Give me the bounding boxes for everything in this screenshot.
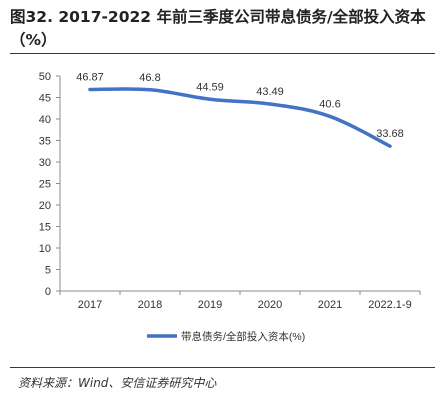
chart-title: 图32. 2017-2022 年前三季度公司带息债务/全部投入资本（%） bbox=[10, 8, 426, 49]
y-tick-label: 40 bbox=[39, 114, 51, 126]
x-tick-label: 2021 bbox=[318, 299, 342, 311]
x-tick-label: 2019 bbox=[198, 299, 222, 311]
x-tick-label: 2017 bbox=[78, 299, 102, 311]
y-tick-label: 50 bbox=[39, 71, 51, 83]
legend: 带息债务/全部投入资本(%) bbox=[147, 330, 305, 343]
data-label: 33.68 bbox=[376, 128, 404, 140]
data-labels: 46.87 46.8 44.59 43.49 40.6 33.68 bbox=[76, 71, 404, 140]
y-tick-label: 0 bbox=[45, 286, 51, 298]
series-group bbox=[88, 87, 392, 148]
y-tick-label: 15 bbox=[39, 222, 51, 234]
y-tick-label: 25 bbox=[39, 179, 51, 191]
source-divider bbox=[10, 367, 435, 368]
y-tick-label: 45 bbox=[39, 93, 51, 105]
title-divider bbox=[10, 53, 435, 54]
data-label: 46.8 bbox=[139, 72, 160, 84]
source-note: 资料来源：Wind、安信证券研究中心 bbox=[18, 376, 217, 390]
data-label: 46.87 bbox=[76, 71, 104, 83]
y-tick-label: 10 bbox=[39, 243, 51, 255]
y-tick-label: 35 bbox=[39, 136, 51, 148]
data-label: 43.49 bbox=[256, 86, 284, 98]
x-tick-label: 2022.1-9 bbox=[368, 299, 411, 311]
line-chart: 0 5 10 15 20 25 30 35 40 45 50 2017 2018 2019 2020 2021… bbox=[39, 71, 421, 343]
y-tick-label: 20 bbox=[39, 200, 51, 212]
axes: 0 5 10 15 20 25 30 35 40 45 50 2017 2018 2019 2020 2021… bbox=[39, 71, 421, 311]
data-label: 40.6 bbox=[319, 98, 340, 110]
series-line bbox=[88, 87, 392, 148]
data-label: 44.59 bbox=[196, 81, 224, 93]
x-tick-label: 2018 bbox=[138, 299, 162, 311]
legend-label: 带息债务/全部投入资本(%) bbox=[181, 330, 305, 343]
y-tick-label: 5 bbox=[45, 265, 51, 277]
x-tick-label: 2020 bbox=[258, 299, 282, 311]
y-tick-label: 30 bbox=[39, 157, 51, 169]
